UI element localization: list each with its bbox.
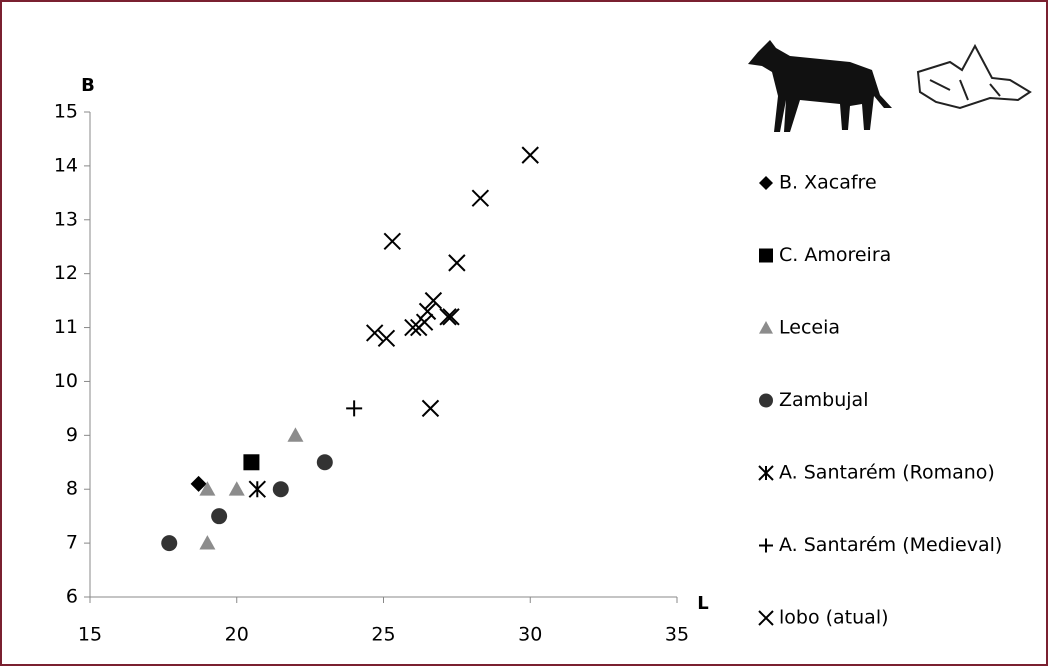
x-tick-label: 30 [518,624,542,646]
y-tick-label: 12 [54,262,78,284]
legend-label: Leceia [779,317,840,339]
y-tick-label: 7 [66,532,78,554]
legend-label: A. Santarém (Medieval) [779,534,1002,556]
y-tick-label: 13 [54,208,78,230]
point [273,481,289,497]
y-tick-label: 9 [66,424,78,446]
point [211,508,227,524]
y-tick-label: 8 [66,478,78,500]
legend-marker [759,394,773,408]
y-tick-label: 14 [54,154,78,176]
chart-border [1,1,1047,665]
y-tick-label: 10 [54,370,78,392]
point [161,535,177,551]
point [243,454,259,470]
point [317,454,333,470]
y-tick-label: 6 [66,586,78,608]
legend-label: B. Xacafre [779,172,877,194]
legend-label: C. Amoreira [779,244,891,266]
legend-label: lobo (atual) [779,607,889,629]
y-axis-label: B [81,75,95,96]
legend-label: A. Santarém (Romano) [779,462,995,484]
y-tick-label: 15 [54,101,78,123]
x-tick-label: 35 [665,624,689,646]
x-tick-label: 25 [371,624,395,646]
chart: B L 6 7 8 9 10 11 12 13 14 15 15 20 25 30 35 B. Xacafre… [0,0,1048,666]
legend-label: Zambujal [779,389,868,411]
y-tick-label: 11 [54,316,78,338]
x-tick-label: 20 [225,624,249,646]
legend-marker [759,249,773,263]
x-tick-label: 15 [78,624,102,646]
x-axis-label: L [697,593,708,614]
